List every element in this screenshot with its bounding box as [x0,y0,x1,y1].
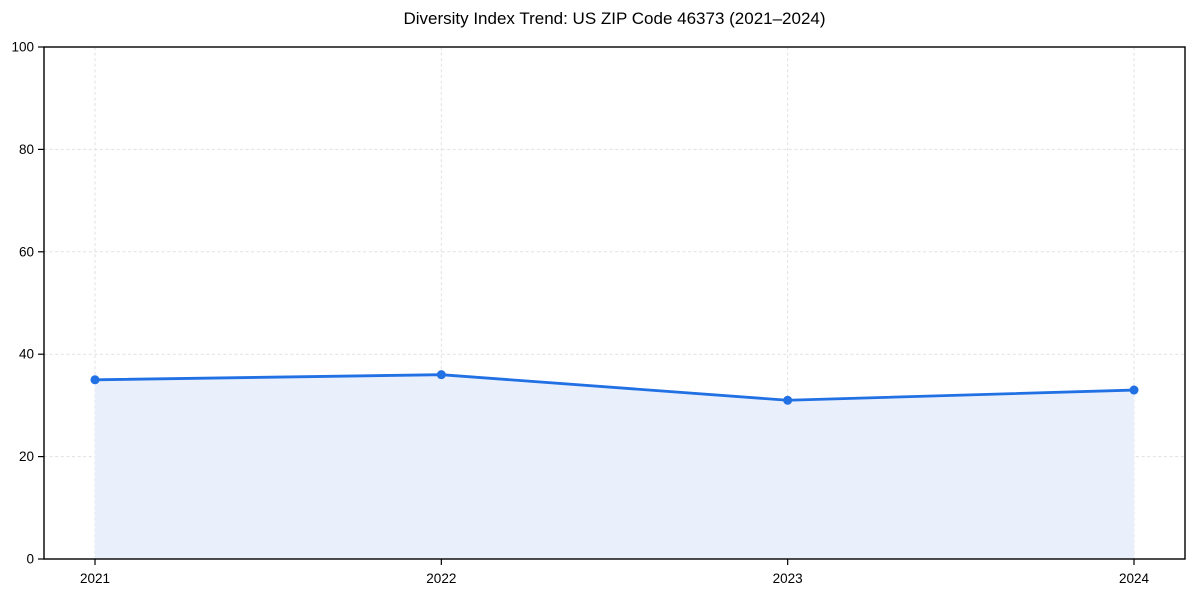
chart-title: Diversity Index Trend: US ZIP Code 46373… [403,9,826,28]
y-tick-label: 100 [11,40,34,55]
x-tick-label: 2024 [1119,571,1150,586]
plot-border [43,46,1186,560]
data-point-2023 [783,395,793,405]
data-point-2021 [90,375,100,385]
data-point-2022 [436,370,446,380]
y-tick-label: 60 [19,244,34,259]
area-fill [95,374,1134,559]
y-tick-label: 40 [19,347,34,362]
y-tick-label: 80 [19,142,34,157]
y-tick-label: 0 [26,552,34,567]
data-point-2024 [1129,385,1139,395]
y-tick-label: 20 [19,449,34,464]
x-tick-label: 2021 [80,571,110,586]
x-tick-label: 2022 [426,571,456,586]
trend-line [93,373,1136,402]
x-tick-label: 2023 [773,571,803,586]
